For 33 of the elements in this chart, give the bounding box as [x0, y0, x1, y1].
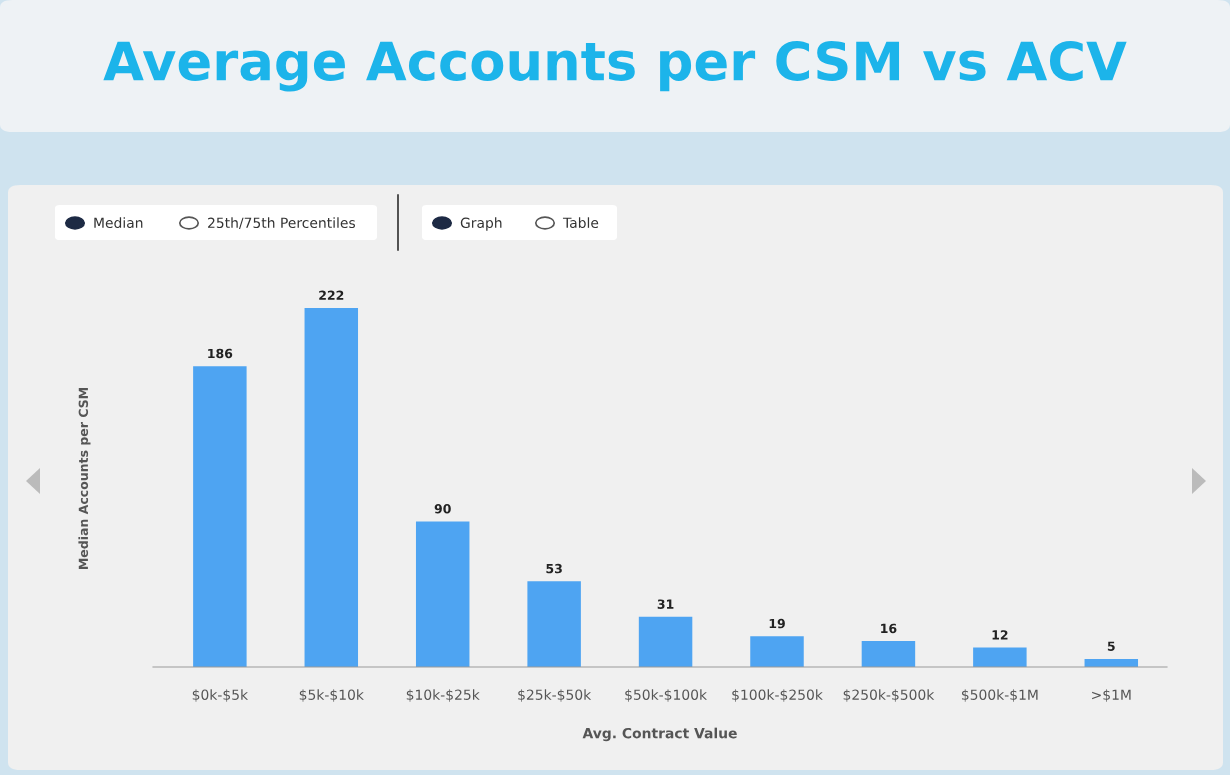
x-tick-label: $0k-$5k — [192, 689, 249, 702]
x-tick-label: $50k-$100k — [625, 689, 708, 702]
x-tick-label: $10k-$25k — [406, 689, 480, 702]
x-tick-label: $5k-$10k — [299, 689, 364, 702]
text: 25th/75th Percentiles — [208, 217, 355, 230]
x-tick-label: >$1M — [1092, 689, 1131, 702]
bar — [415, 521, 470, 667]
bar — [973, 647, 1027, 667]
data-label: 19 — [769, 618, 785, 629]
text: Median — [94, 217, 143, 229]
y-axis-title: Median Accounts per CSM — [78, 388, 91, 569]
data-label: 31 — [657, 599, 674, 609]
data-label: 90 — [434, 504, 451, 514]
data-label: 53 — [546, 563, 562, 574]
data-label: 222 — [319, 290, 344, 300]
x-tick-label: $25k-$50k — [518, 689, 592, 702]
x-tick-label: $100k-$250k — [732, 689, 823, 702]
data-label: 16 — [881, 623, 897, 634]
bar — [193, 366, 247, 667]
bar — [861, 641, 916, 667]
bar — [638, 616, 693, 667]
bar — [304, 307, 359, 667]
data-label: 5 — [1107, 641, 1115, 651]
text: Graph — [460, 217, 502, 231]
x-tick-label: $500k-$1M — [961, 689, 1038, 702]
bar — [527, 581, 581, 667]
data-label: 12 — [992, 630, 1008, 640]
x-axis-title: Avg. Contract Value — [582, 727, 737, 742]
text: Table — [562, 217, 599, 229]
x-tick-label: $250k-$500k — [843, 689, 935, 702]
data-label: 186 — [208, 348, 233, 359]
chart-title: Average Accounts per CSM vs ACV — [103, 40, 1127, 92]
bar — [750, 636, 804, 667]
